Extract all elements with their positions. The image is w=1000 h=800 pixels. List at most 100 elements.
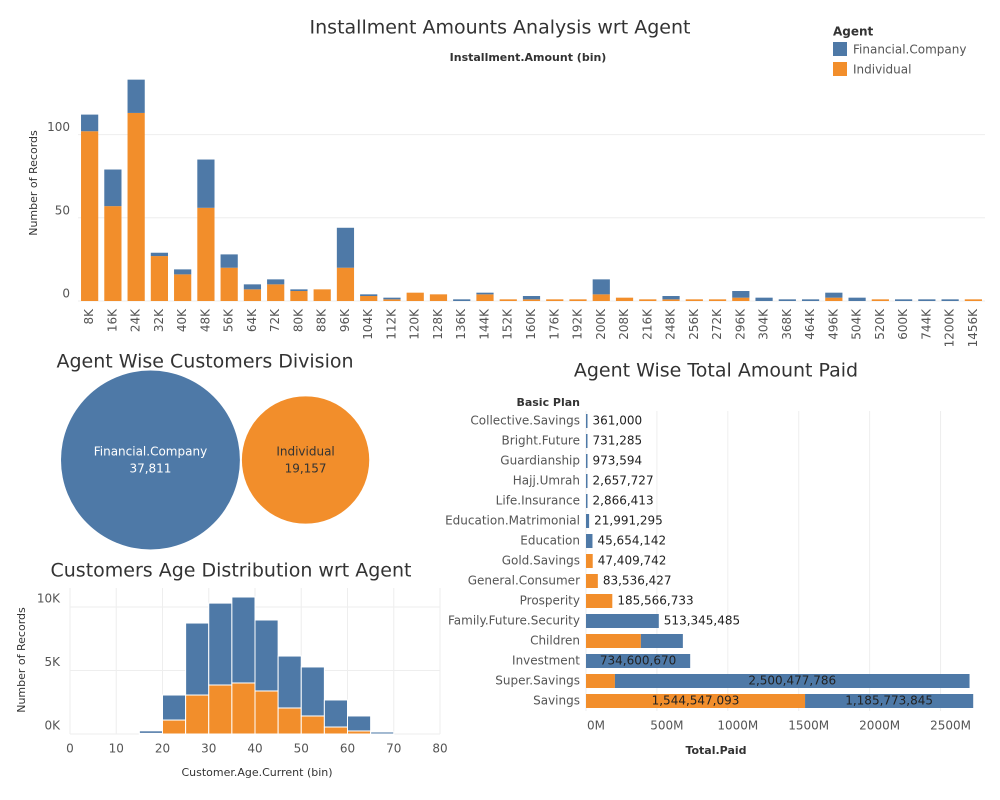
x-tick-label: 0 [66,742,74,756]
bar-segment [586,574,598,588]
y-tick-label: Guardianship [500,454,580,468]
x-tick-label: 200K [594,308,608,340]
bubble-label: Financial.Company [94,445,207,459]
bar-segment [174,269,192,275]
x-tick-label: 296K [733,308,747,340]
bar-segment [586,654,691,668]
data-label: 731,285 [593,434,643,448]
bar-segment [290,291,308,301]
histogram-segment [347,715,372,732]
bar-segment [336,267,355,301]
bar-segment [406,292,424,301]
y-tick-label: Hajj.Umrah [513,474,580,488]
y-tick-label: Collective.Savings [470,414,580,428]
legend-swatch [833,42,847,56]
bar-segment [871,299,889,301]
bar-segment [614,674,970,688]
x-tick-label: 30 [201,742,216,756]
x-tick-label: 70 [386,742,401,756]
x-tick-label: 20 [155,742,170,756]
histogram-segment [185,622,210,696]
y-tick-label: 0 [62,287,70,301]
bar-segment [383,297,401,300]
bar-segment [243,284,262,290]
x-tick-label: 208K [617,308,631,340]
bar-segment [586,594,613,608]
y-tick-label: 5K [44,655,61,669]
y-tick-label: Gold.Savings [502,554,580,568]
histogram-segment [185,694,210,735]
bar-segment [522,296,541,300]
y-tick-label: Education [520,534,580,548]
histogram-segment [323,699,348,728]
x-tick-label: 272K [710,308,724,340]
bar-segment [801,299,820,301]
bar-segment [586,674,615,688]
x-tick-label: 16K [105,308,119,332]
bar-segment [150,256,169,301]
bar-segment [197,207,215,301]
x-tick-label: 464K [803,308,817,340]
bar-segment [220,267,238,301]
x-tick-label: 112K [384,308,398,340]
y-tick-label: Super.Savings [495,674,580,688]
bar-segment [290,289,308,292]
bar-segment [825,297,843,301]
bar-segment [104,206,122,301]
x-tick-label: 216K [640,308,654,340]
x-tick-label: 32K [152,308,166,332]
histogram-segment [254,690,279,735]
y-tick-label: General.Consumer [468,574,580,588]
bar-segment [360,296,378,301]
bar-segment [805,694,974,708]
x-tick-label: 1200K [943,308,957,348]
histogram-segment [254,619,279,692]
x-tick-label: 304K [757,308,771,340]
x-tick-label: 744K [919,308,933,340]
legend-label: Individual [853,63,911,77]
bar-segment [685,299,703,301]
histogram-segment [323,726,348,735]
data-label: 47,409,742 [598,554,667,568]
x-tick-label: 192K [571,308,585,340]
x-tick-label: 248K [664,308,678,340]
y-tick-label: Family.Future.Security [448,614,580,628]
x-tick-label: 120K [408,308,422,340]
x-tick-label: 0M [587,719,605,733]
bar-segment [336,227,355,268]
bar-segment [267,279,285,285]
x-tick-label: 496K [826,308,840,340]
x-tick-label: 40 [247,742,262,756]
data-label: 361,000 [593,414,643,428]
x-tick-label: 88K [315,308,329,332]
data-label: 45,654,142 [597,534,666,548]
histogram-segment [162,719,187,735]
x-tick-label: 40K [175,308,189,332]
bar-segment [708,299,727,301]
y-tick-label: Bright.Future [502,434,580,448]
x-tick-label: 144K [477,308,491,340]
y-axis-title: Number of Records [27,130,40,236]
bar-segment [476,292,494,295]
legend-title: Agent [833,25,874,39]
bar-segment [243,289,262,301]
x-tick-label: 48K [198,308,212,332]
bar-segment [778,299,796,301]
bar-segment [848,297,866,301]
chart-title: Installment Amounts Analysis wrt Agent [310,17,691,39]
bar-segment [174,274,192,301]
bar-segment [825,292,843,298]
x-tick-label: 520K [873,308,887,340]
bar-segment [586,454,588,468]
bar-segment [964,299,982,301]
bar-segment [197,159,215,208]
x-tick-label: 60 [340,742,355,756]
bubble-value: 19,157 [285,462,327,476]
histogram-segment [208,684,233,735]
bar-segment [104,169,122,207]
bar-segment [615,297,634,301]
bar-segment [127,112,145,301]
bar-segment [267,284,285,301]
histogram-segment [162,694,187,721]
y-tick-label: Education.Matrimonial [445,514,580,528]
